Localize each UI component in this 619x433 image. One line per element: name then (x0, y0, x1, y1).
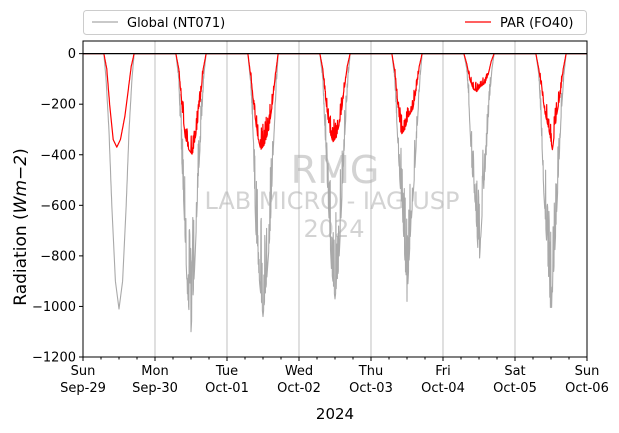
y-tick-label: −600 (40, 199, 76, 214)
x-tick-date-label: Oct-03 (349, 381, 393, 396)
x-tick-date-label: Oct-04 (421, 381, 465, 396)
y-tick-label: −1000 (32, 300, 76, 315)
x-tick-date-label: Oct-06 (565, 381, 609, 396)
watermark-line-3: 2024 (303, 215, 364, 243)
series-line-global (83, 53, 587, 333)
x-tick-date-label: Sep-30 (132, 381, 178, 396)
x-tick-date-label: Oct-01 (205, 381, 249, 396)
x-tick-day-label: Mon (141, 364, 168, 379)
series-layer (83, 53, 587, 333)
legend-box (83, 10, 587, 35)
y-axis-ticks: 0 −200 −400 −600 −800 −1000 −1200 (32, 47, 83, 366)
x-tick-day-label: Sun (71, 364, 96, 379)
watermark-line-1: RMG (291, 148, 380, 192)
x-tick-date-label: Oct-05 (493, 381, 537, 396)
y-axis-label-close: ) (11, 148, 31, 155)
x-tick-date-label: Sep-29 (60, 381, 106, 396)
y-axis-label: Radiation (Wm−2) (11, 148, 31, 305)
x-tick-day-label: Wed (285, 364, 313, 379)
x-tick-day-label: Sat (504, 364, 525, 379)
x-tick-date-label: Oct-02 (277, 381, 321, 396)
gridlines (154, 41, 516, 357)
y-axis-label-text: Radiation ( (11, 213, 31, 305)
x-tick-day-label: Thu (358, 364, 383, 379)
legend-label-global: Global (NT071) (127, 16, 225, 31)
y-tick-label: 0 (68, 47, 76, 62)
watermark: RMG LAB MICRO - IAG USP 2024 (204, 148, 459, 243)
series-line-par (83, 53, 587, 155)
y-tick-label: −1200 (32, 351, 76, 366)
x-tick-day-label: Fri (435, 364, 451, 379)
x-axis-label: 2024 (316, 405, 354, 423)
legend-label-par: PAR (FO40) (500, 16, 573, 31)
x-axis-ticks: Sun Sep-29 Mon Sep-30 Tue Oct-01 Wed Oct-02 Thu O… (60, 357, 609, 396)
y-tick-label: −200 (40, 98, 76, 113)
y-tick-label: −800 (40, 249, 76, 264)
watermark-line-2: LAB MICRO - IAG USP (204, 187, 459, 215)
y-tick-label: −400 (40, 148, 76, 163)
y-axis-label-units: Wm−2 (11, 155, 31, 213)
x-tick-day-label: Sun (575, 364, 600, 379)
x-tick-day-label: Tue (215, 364, 238, 379)
legend: Global (NT071) PAR (FO40) (83, 10, 587, 35)
